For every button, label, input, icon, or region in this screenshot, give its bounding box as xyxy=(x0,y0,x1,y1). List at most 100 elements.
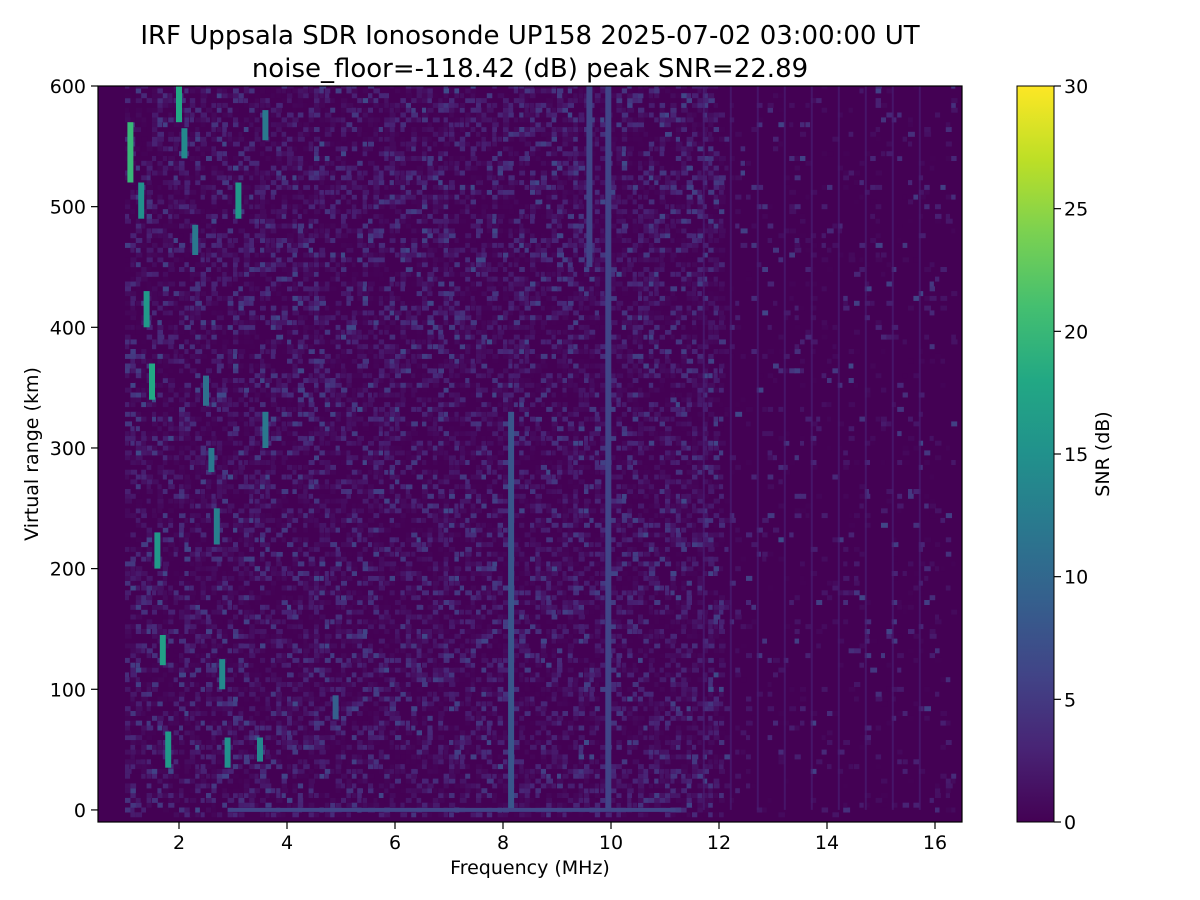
noise-cell xyxy=(135,489,141,494)
noise-cell xyxy=(276,759,282,765)
noise-cell xyxy=(395,397,401,403)
noise-cell xyxy=(378,315,386,321)
noise-cell xyxy=(395,735,402,741)
noise-cell xyxy=(405,503,411,509)
noise-cell xyxy=(384,812,391,818)
noise-cell xyxy=(319,527,325,533)
noise-cell xyxy=(216,720,222,726)
noise-cell xyxy=(281,537,286,543)
noise-cell xyxy=(314,740,320,745)
noise-cell xyxy=(314,711,319,716)
noise-cell xyxy=(281,209,287,215)
noise-cell xyxy=(146,464,152,470)
noise-cell xyxy=(179,204,186,210)
noise-cell xyxy=(346,532,351,538)
noise-cell xyxy=(395,575,400,581)
noise-cell xyxy=(130,677,138,683)
noise-cell xyxy=(135,585,140,591)
noise-cell xyxy=(324,571,329,576)
noise-cell xyxy=(135,392,141,398)
noise-cell xyxy=(179,402,184,408)
noise-cell xyxy=(243,677,250,683)
noise-cell xyxy=(351,402,358,408)
noise-cell xyxy=(411,320,418,326)
noise-cell xyxy=(341,706,348,712)
noise-cell xyxy=(260,648,266,654)
noise-cell xyxy=(384,677,391,683)
noise-cell xyxy=(270,691,276,697)
noise-cell xyxy=(216,276,222,282)
noise-cell xyxy=(157,469,164,475)
noise-cell xyxy=(373,759,380,765)
noise-cell xyxy=(324,773,329,779)
noise-cell xyxy=(330,643,337,649)
noise-cell xyxy=(308,614,314,620)
noise-cell xyxy=(227,537,233,543)
noise-cell xyxy=(368,141,374,147)
noise-cell xyxy=(314,672,321,678)
noise-cell xyxy=(378,213,384,219)
noise-cell xyxy=(270,305,277,311)
noise-cell xyxy=(357,740,364,745)
noise-cell xyxy=(238,349,246,354)
noise-cell xyxy=(378,339,385,345)
noise-cell xyxy=(135,614,143,620)
noise-cell xyxy=(130,180,137,186)
noise-cell xyxy=(135,238,143,243)
noise-cell xyxy=(195,435,202,441)
noise-cell xyxy=(373,662,381,668)
noise-cell xyxy=(362,257,370,263)
noise-cell xyxy=(292,426,300,432)
noise-cell xyxy=(324,233,330,239)
noise-cell xyxy=(227,238,233,243)
noise-cell xyxy=(243,431,250,437)
noise-cell xyxy=(189,793,194,798)
noise-cell xyxy=(297,571,304,576)
noise-cell xyxy=(249,397,254,403)
noise-cell xyxy=(189,503,194,509)
noise-cell xyxy=(281,793,286,798)
noise-cell xyxy=(346,88,352,94)
noise-cell xyxy=(227,421,235,427)
noise-cell xyxy=(195,696,203,702)
noise-cell xyxy=(314,590,320,596)
noise-cell xyxy=(270,638,277,644)
noise-cell xyxy=(292,575,300,581)
noise-cell xyxy=(233,546,239,552)
noise-cell xyxy=(249,672,256,678)
noise-cell xyxy=(400,571,406,576)
noise-cell xyxy=(351,180,357,186)
noise-cell xyxy=(373,209,380,215)
noise-cell xyxy=(368,349,374,354)
noise-cell xyxy=(125,324,131,330)
noise-cell xyxy=(179,450,185,456)
noise-cell xyxy=(146,730,153,736)
noise-cell xyxy=(357,682,364,687)
noise-cell xyxy=(324,416,332,422)
noise-cell xyxy=(265,474,270,480)
noise-cell xyxy=(324,460,331,465)
noise-cell xyxy=(211,754,216,760)
noise-cell xyxy=(152,131,159,137)
noise-cell xyxy=(389,653,395,659)
noise-cell xyxy=(384,373,390,379)
noise-cell xyxy=(281,204,288,210)
noise-cell xyxy=(319,358,327,364)
noise-cell xyxy=(227,300,234,306)
noise-cell xyxy=(292,223,297,229)
noise-cell xyxy=(173,146,178,152)
noise-cell xyxy=(276,156,282,161)
noise-cell xyxy=(368,300,373,306)
noise-cell xyxy=(389,706,396,712)
noise-cell xyxy=(297,213,302,219)
noise-cell xyxy=(206,682,213,687)
noise-cell xyxy=(254,233,261,239)
noise-cell xyxy=(243,387,250,393)
noise-cell xyxy=(195,648,200,654)
noise-cell xyxy=(189,315,195,321)
noise-cell xyxy=(362,136,369,142)
noise-cell xyxy=(206,252,213,258)
noise-cell xyxy=(265,267,272,272)
noise-cell xyxy=(141,691,148,697)
noise-cell xyxy=(351,672,357,678)
